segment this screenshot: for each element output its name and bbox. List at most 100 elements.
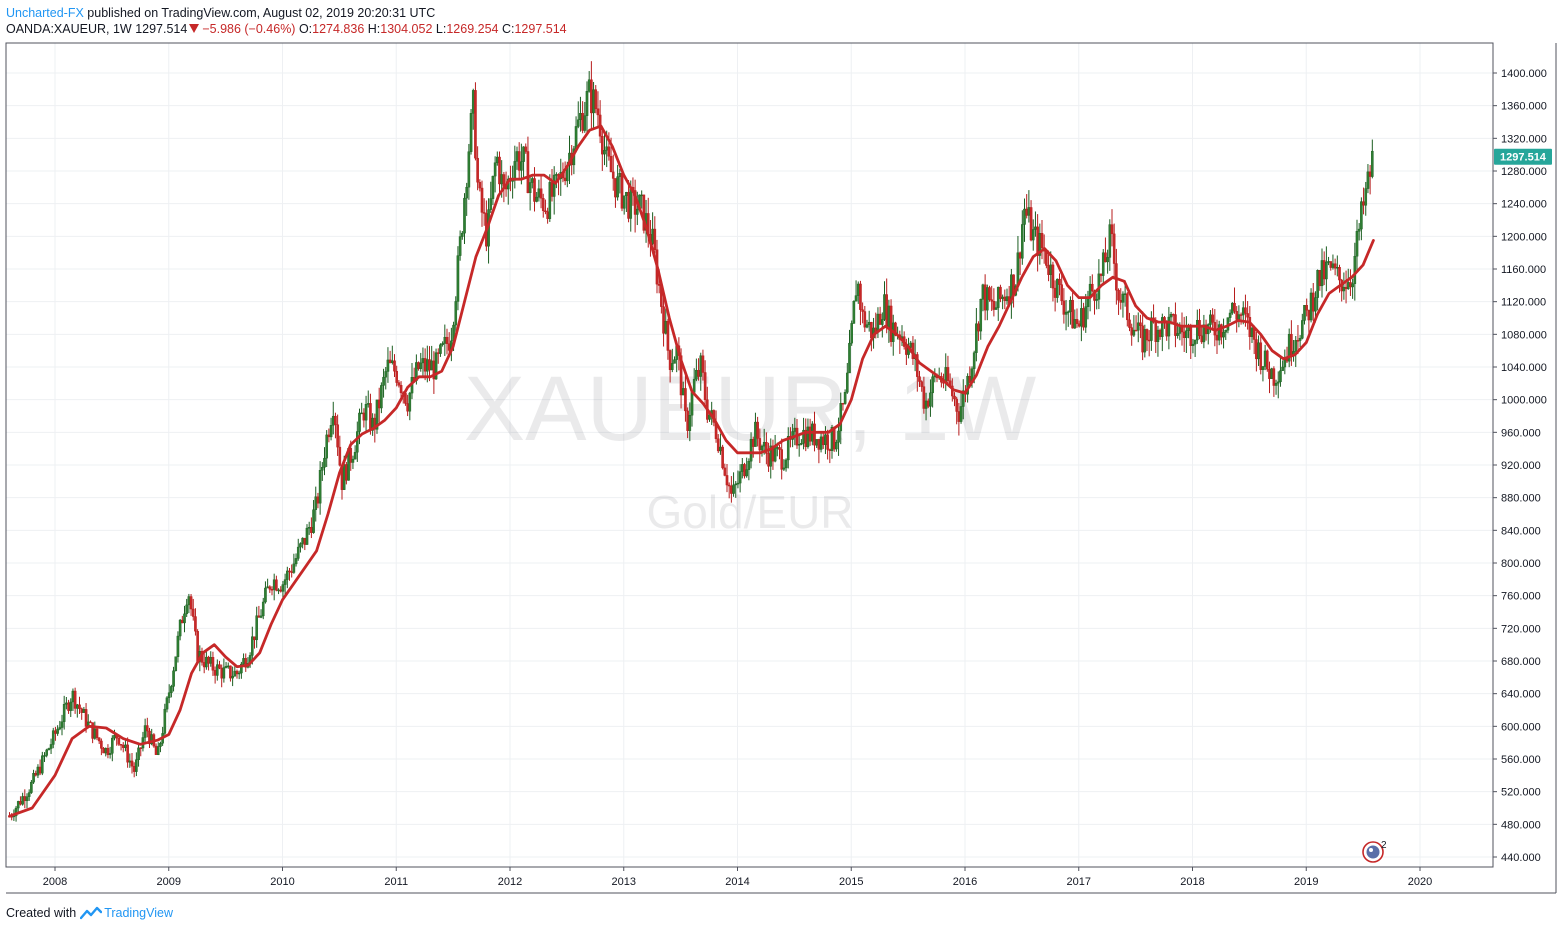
candle-body — [517, 151, 521, 171]
y-tick-label: 1040.000 — [1501, 362, 1547, 374]
candle-body — [1200, 335, 1203, 343]
candle-body — [32, 773, 35, 783]
low-value: 1269.254 — [446, 22, 499, 36]
candle-body — [167, 692, 171, 698]
candle-body — [165, 697, 169, 710]
candle-body — [316, 496, 320, 504]
candle-body — [531, 178, 534, 183]
candle-body — [406, 403, 409, 412]
candle-body — [261, 601, 265, 617]
candle-body — [178, 619, 182, 637]
candle-body — [1353, 256, 1357, 284]
candle-body — [585, 91, 589, 116]
candle-body — [51, 730, 55, 745]
candle-body — [839, 403, 843, 432]
y-tick-label: 1280.000 — [1501, 166, 1547, 178]
x-tick-label: 2009 — [157, 876, 181, 888]
candle-body — [579, 113, 582, 120]
x-tick-label: 2011 — [384, 876, 408, 888]
candle-body — [25, 796, 29, 802]
candle-body — [1069, 299, 1072, 312]
created-with-text: Created with — [6, 906, 77, 920]
candle-body — [865, 324, 869, 328]
candle-body — [257, 615, 261, 618]
candle-body — [883, 294, 886, 320]
candle-body — [237, 672, 241, 675]
candle-body — [312, 509, 315, 533]
candle-body — [119, 744, 123, 746]
candle-body — [480, 187, 484, 213]
tradingview-link[interactable]: TradingView — [104, 906, 173, 920]
candle-body — [1034, 226, 1037, 230]
candle-body — [395, 371, 398, 383]
candle-body — [957, 411, 961, 422]
candle-series — [8, 61, 1374, 822]
candle-body — [1318, 270, 1322, 287]
candle-body — [463, 197, 466, 234]
candle-body — [27, 792, 31, 797]
candle-body — [671, 363, 674, 370]
candle-body — [813, 423, 816, 446]
candle-body — [926, 400, 930, 407]
candle-body — [885, 294, 888, 329]
x-tick-label: 2015 — [839, 876, 863, 888]
candle-body — [108, 753, 112, 755]
candle-body — [852, 301, 856, 324]
candle-body — [43, 755, 46, 757]
candle-body — [666, 320, 670, 351]
candle-body — [476, 157, 479, 183]
candle-body — [1239, 314, 1243, 316]
candle-body — [388, 359, 392, 363]
candle-body — [1366, 171, 1370, 189]
time-axis[interactable]: 2008 2009 2010 2011 2012 2013 2014 2015 2016 2017… — [43, 867, 1432, 888]
moving-average-line — [8, 124, 1375, 818]
candle-body — [264, 587, 267, 603]
candle-body — [841, 403, 845, 405]
candle-body — [1049, 264, 1053, 275]
candle-body — [894, 322, 897, 336]
candle-body — [959, 406, 963, 422]
candle-body — [454, 301, 458, 326]
candle-body — [1209, 314, 1212, 325]
price-axis[interactable]: 440.000 480.000 520.000 560.000 600.000 640.0… — [1493, 68, 1547, 864]
candle-body — [1117, 289, 1120, 301]
candle-body — [191, 608, 195, 617]
candle-body — [327, 434, 331, 438]
candle-body — [1154, 322, 1158, 342]
candle-body — [421, 358, 425, 364]
candle-body — [399, 385, 403, 394]
candle-body — [259, 615, 263, 618]
candle-body — [493, 162, 497, 177]
candle-body — [323, 457, 326, 468]
candle-body — [205, 656, 208, 668]
candle-body — [1126, 293, 1129, 321]
candle-body — [321, 467, 324, 471]
candle-body — [1344, 286, 1348, 290]
candle-body — [524, 146, 528, 152]
candle-body — [1156, 329, 1160, 342]
candle-body — [220, 668, 223, 679]
candle-body — [1110, 224, 1114, 235]
candle-body — [762, 442, 766, 447]
author-link[interactable]: Uncharted-FX — [6, 6, 84, 20]
x-tick-label: 2020 — [1408, 876, 1432, 888]
candle-body — [1336, 267, 1339, 269]
events-badge[interactable]: 2 — [1362, 840, 1387, 863]
y-tick-label: 800.000 — [1501, 558, 1541, 570]
candle-body — [723, 467, 727, 476]
high-value: 1304.052 — [380, 22, 433, 36]
candle-body — [126, 744, 129, 763]
plot-frame — [5, 42, 1494, 868]
candle-body — [128, 760, 132, 763]
candle-body — [563, 177, 567, 182]
candle-body — [342, 464, 346, 490]
y-tick-label: 480.000 — [1501, 819, 1541, 831]
candle-body — [417, 362, 420, 369]
candle-body — [1112, 233, 1116, 264]
candle-body — [1241, 307, 1245, 316]
y-tick-label: 640.000 — [1501, 689, 1541, 701]
candle-body — [999, 286, 1002, 299]
publish-info: Uncharted-FX published on TradingView.co… — [6, 5, 435, 21]
candle-body — [1217, 324, 1221, 341]
